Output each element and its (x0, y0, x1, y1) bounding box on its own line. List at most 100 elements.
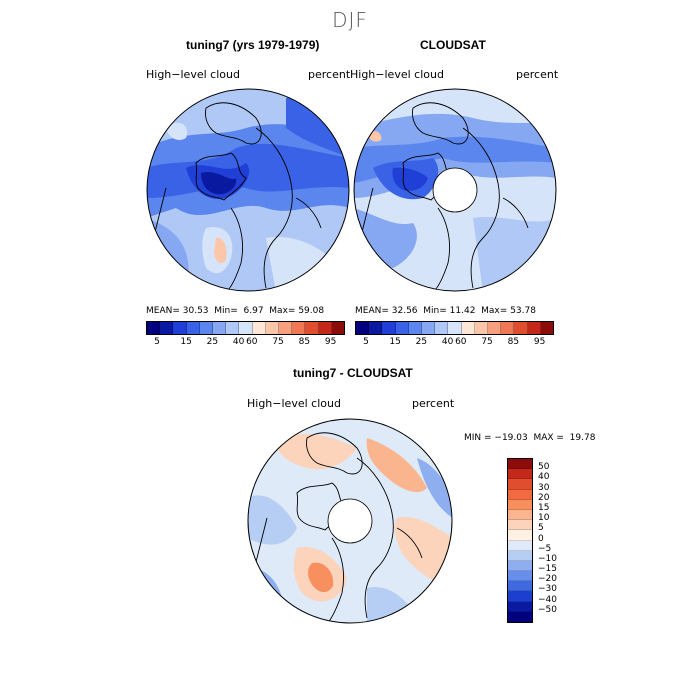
panel1-max-label: Max= (269, 306, 296, 316)
panel1-polar-map (146, 88, 350, 292)
colorbar-swatch (318, 322, 332, 334)
colorbar-tick-label: −30 (538, 584, 557, 595)
colorbar-tick-label: 30 (538, 482, 550, 493)
colorbar-tick-label: 75 (481, 337, 493, 347)
panel1-min-value: 6.97 (243, 306, 264, 316)
panel1-stats: MEAN= 30.53 Min= 6.97 Max= 59.08 (146, 306, 324, 316)
panel2-variable-label: High−level cloud (350, 68, 444, 81)
colorbar-swatch (173, 322, 187, 334)
colorbar-tick-label: −20 (538, 574, 557, 585)
colorbar-swatch (527, 322, 541, 334)
panel3-polar-map (247, 418, 453, 624)
colorbar-swatch (382, 322, 396, 334)
panel2-stats: MEAN= 32.56 Min= 11.42 Max= 53.78 (355, 306, 536, 316)
colorbar-swatch (331, 322, 345, 334)
colorbar-tick-label: −40 (538, 594, 557, 605)
colorbar-swatch (508, 509, 532, 521)
colorbar-tick-label: −15 (538, 564, 557, 575)
colorbar-tick-label: 25 (415, 337, 428, 347)
panel2-mean-label: MEAN= (355, 306, 389, 316)
colorbar-swatch (501, 322, 515, 334)
colorbar-swatch (508, 581, 532, 592)
colorbar-tick-label: 15 (538, 502, 550, 513)
colorbar-swatch (540, 322, 554, 334)
colorbar-swatch (508, 530, 532, 541)
page-title: DJF (332, 8, 368, 32)
panel2-polar-map (353, 88, 557, 292)
panel1-colorbar (146, 321, 345, 335)
colorbar-swatch (147, 322, 161, 334)
colorbar-swatch (199, 322, 214, 334)
panel2-max-value: 53.78 (510, 306, 536, 316)
colorbar-tick-label: −5 (538, 543, 552, 554)
colorbar-swatch (508, 540, 532, 551)
colorbar-tick-label: 60 (455, 337, 467, 347)
colorbar-swatch (508, 611, 532, 622)
colorbar-tick-label: 40 (441, 337, 454, 347)
colorbar-swatch (279, 322, 293, 334)
colorbar-swatch (265, 322, 280, 334)
colorbar-swatch (408, 322, 423, 334)
colorbar-swatch (508, 499, 532, 510)
colorbar-tick-label: 25 (206, 337, 219, 347)
panel2-title: CLOUDSAT (420, 38, 486, 52)
colorbar-tick-label: 85 (507, 337, 520, 347)
colorbar-swatch (508, 479, 532, 490)
colorbar-swatch (474, 322, 489, 334)
colorbar-swatch (508, 560, 532, 572)
colorbar-swatch (395, 322, 409, 334)
colorbar-tick-label: 40 (232, 337, 245, 347)
panel1-max-value: 59.08 (298, 306, 325, 316)
colorbar-tick-label: 85 (298, 337, 311, 347)
panel3-units-label: percent (412, 397, 455, 410)
colorbar-swatch (305, 322, 319, 334)
colorbar-swatch (488, 322, 502, 334)
colorbar-swatch (186, 322, 200, 334)
colorbar-swatch (435, 322, 449, 334)
panel2-min-value: 11.42 (449, 306, 476, 316)
colorbar-tick-label: 5 (154, 337, 160, 347)
colorbar-swatch (213, 322, 227, 334)
colorbar-tick-label: 50 (538, 462, 550, 473)
panel2-max-label: Max= (481, 306, 508, 316)
panel2-colorbar (355, 321, 554, 335)
colorbar-swatch (508, 550, 532, 561)
colorbar-swatch (461, 322, 475, 334)
colorbar-tick-label: 5 (363, 337, 369, 347)
panel3-minmax: MIN = −19.03 MAX = 19.78 (464, 433, 596, 443)
panel3-variable-label: High−level cloud (247, 397, 341, 410)
colorbar-swatch (356, 322, 370, 334)
colorbar-tick-label: 0 (538, 533, 544, 544)
colorbar-tick-label: 40 (538, 472, 550, 483)
panel1-mean-value: 30.53 (182, 306, 209, 316)
colorbar-tick-label: 10 (538, 513, 550, 524)
colorbar-swatch (514, 322, 528, 334)
colorbar-swatch (508, 489, 532, 500)
colorbar-swatch (508, 571, 532, 582)
colorbar-tick-label: 60 (246, 337, 258, 347)
panel2-min-label: Min= (423, 306, 447, 316)
panel1-min-label: Min= (214, 306, 238, 316)
colorbar-swatch (508, 469, 532, 480)
colorbar-tick-label: 95 (324, 337, 337, 347)
colorbar-tick-label: 15 (180, 337, 192, 347)
colorbar-swatch (448, 322, 462, 334)
panel1-colorbar-ticks: 5 15 25 40 60 75 85 95 (146, 337, 343, 349)
colorbar-swatch (160, 322, 174, 334)
colorbar-swatch (508, 459, 532, 470)
colorbar-tick-label: 75 (272, 337, 284, 347)
panel2-units-label: percent (516, 68, 559, 81)
diff-colorbar (507, 458, 533, 623)
panel3-title: tuning7 - CLOUDSAT (293, 366, 413, 380)
panel1-title: tuning7 (yrs 1979-1979) (186, 38, 320, 52)
panel1-mean-label: MEAN= (146, 306, 180, 316)
panel2-colorbar-ticks: 5 15 25 40 60 75 85 95 (355, 337, 552, 349)
colorbar-tick-label: 95 (533, 337, 546, 347)
colorbar-swatch (239, 322, 253, 334)
colorbar-tick-label: −10 (538, 553, 557, 564)
colorbar-swatch (508, 591, 532, 602)
colorbar-swatch (292, 322, 306, 334)
colorbar-tick-label: 20 (538, 492, 550, 503)
colorbar-swatch (226, 322, 240, 334)
colorbar-swatch (508, 520, 532, 531)
